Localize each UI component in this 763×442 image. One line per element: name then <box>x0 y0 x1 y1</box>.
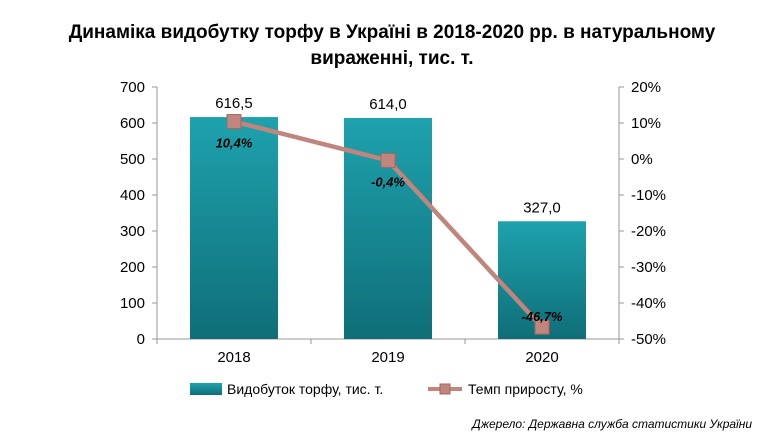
growth-point-label: -0,4% <box>371 174 405 189</box>
left-tick-label: 200 <box>120 259 145 276</box>
x-tick-label: 2019 <box>371 349 404 366</box>
source-note: Джерело: Державна служба статистики Укра… <box>470 417 752 431</box>
legend-line-marker <box>439 383 451 395</box>
left-axis-ticks: 0 100 200 300 400 500 600 700 <box>120 79 157 348</box>
right-tick-label: 0% <box>631 151 653 168</box>
chart-title-line-1: Динаміка видобутку торфу в Україні в 201… <box>69 22 716 43</box>
legend-line-label: Темп приросту, % <box>468 381 583 397</box>
bar <box>498 221 586 339</box>
left-tick-label: 500 <box>120 151 145 168</box>
growth-point-marker <box>380 152 396 168</box>
left-tick-label: 100 <box>120 295 145 312</box>
x-axis-ticks: 2018 2019 2020 <box>156 339 620 366</box>
growth-point-marker <box>534 319 550 335</box>
left-tick-label: 600 <box>120 115 145 132</box>
bars: 616,5 614,0 327,0 <box>190 95 586 340</box>
bar-value-label: 327,0 <box>523 199 561 216</box>
bar <box>190 117 278 339</box>
right-tick-label: -10% <box>631 187 666 204</box>
left-tick-label: 400 <box>120 187 145 204</box>
left-tick-label: 700 <box>120 79 145 96</box>
right-tick-label: -50% <box>631 331 666 348</box>
right-tick-label: 20% <box>631 79 661 96</box>
growth-point-label: -46,7% <box>521 309 563 324</box>
growth-point-marker <box>226 114 242 130</box>
legend-bar-swatch <box>190 383 222 395</box>
right-axis-ticks: -50% -40% -30% -20% -10% 0% 10% 20% <box>619 79 666 348</box>
left-tick-label: 300 <box>120 223 145 240</box>
left-tick-label: 0 <box>137 331 145 348</box>
x-tick-label: 2018 <box>217 349 250 366</box>
right-tick-label: -20% <box>631 223 666 240</box>
right-tick-label: 10% <box>631 115 661 132</box>
x-tick-label: 2020 <box>525 349 558 366</box>
legend: Видобуток торфу, тис. т. Темп приросту, … <box>190 381 583 397</box>
bar-value-label: 616,5 <box>215 95 253 112</box>
right-tick-label: -30% <box>631 259 666 276</box>
chart-title-line-2: вираженні, тис. т. <box>310 48 473 69</box>
growth-point-label: 10,4% <box>216 136 253 151</box>
legend-bar-label: Видобуток торфу, тис. т. <box>227 381 383 397</box>
right-tick-label: -40% <box>631 295 666 312</box>
growth-line: 10,4% -0,4% -46,7% <box>216 114 563 335</box>
bar-value-label: 614,0 <box>369 96 407 113</box>
